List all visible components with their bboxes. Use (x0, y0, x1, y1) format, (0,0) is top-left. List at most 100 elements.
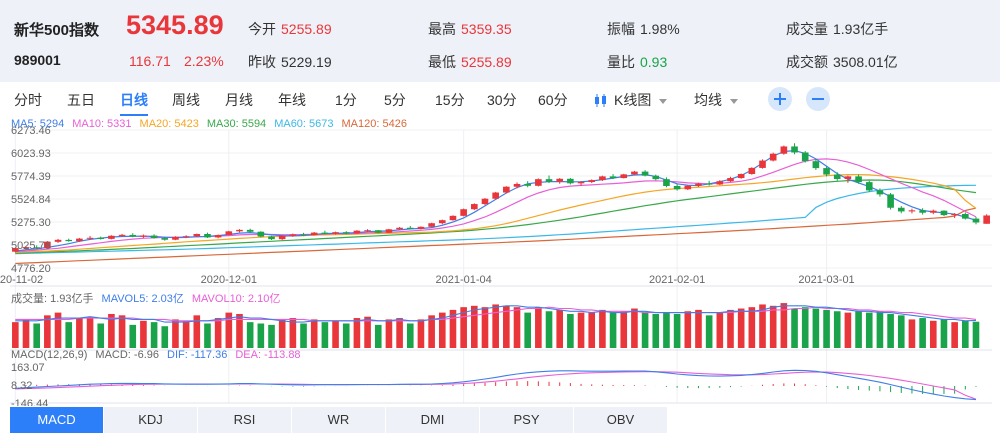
candlesticks (12, 143, 990, 253)
volume-bar (791, 308, 798, 348)
chevron-down-icon (730, 98, 738, 104)
volume-bar (417, 319, 425, 348)
candle-up (364, 230, 371, 232)
macd-dif-line (15, 369, 977, 401)
candle-up (332, 232, 339, 234)
candle-up (535, 179, 542, 186)
candle-up (225, 231, 233, 236)
candle-down (812, 161, 820, 169)
volume-bar (492, 304, 499, 348)
candle-up (684, 185, 692, 190)
tab-yearly[interactable]: 年线 (278, 92, 306, 108)
price-change-percent: 2.23% (184, 53, 224, 69)
candle-down (97, 237, 105, 239)
candle-up (438, 220, 446, 224)
stat-label: 量比 (607, 54, 635, 70)
ma-type-dropdown[interactable]: 均线 (694, 90, 738, 110)
candle-down (663, 179, 670, 186)
tab-obv[interactable]: OBV (574, 407, 667, 433)
candle-up (983, 215, 990, 224)
tab-rsi[interactable]: RSI (198, 407, 291, 433)
minus-icon (812, 98, 824, 100)
volume-bar (118, 315, 126, 348)
tab-dmi[interactable]: DMI (386, 407, 479, 433)
candle-down (641, 171, 649, 176)
stat-label: 振幅 (607, 21, 635, 37)
candle-down (161, 238, 169, 240)
candle-up (737, 174, 745, 179)
kline-type-dropdown[interactable]: K线图 (594, 90, 668, 110)
ma60-line (15, 184, 977, 255)
macd-axis: 163.07 8.32 -146.44 (11, 362, 48, 406)
candle-up (951, 214, 958, 216)
candle-up (396, 227, 403, 230)
ma20-line (15, 173, 977, 253)
candle-up (108, 235, 115, 239)
date-tick-label: 2021-02-01 (649, 274, 705, 286)
tab-five-day[interactable]: 五日 (67, 92, 95, 108)
candle-up (353, 230, 361, 234)
volume-bar (812, 308, 820, 348)
tab-daily[interactable]: 日线 (120, 92, 148, 116)
candle-down (705, 183, 713, 185)
mavol5-line (15, 305, 977, 323)
legend-entry: MA30: 5594 (206, 118, 267, 130)
price-tick-label: 6023.93 (11, 148, 51, 160)
tab-macd[interactable]: MACD (10, 407, 103, 433)
volume-bar (481, 307, 489, 348)
tab-kdj[interactable]: KDJ (104, 407, 197, 433)
macd-histogram (14, 381, 977, 395)
stat-value: 5255.89 (461, 54, 512, 70)
tab-60min[interactable]: 60分 (538, 92, 568, 108)
candle-up (22, 247, 30, 249)
candle-down (268, 236, 275, 240)
volume-bar (951, 322, 958, 348)
tab-30min[interactable]: 30分 (487, 92, 517, 108)
volume-bar (641, 312, 649, 348)
candle-up (140, 235, 147, 237)
candle-up (54, 239, 62, 242)
candle-up (481, 198, 489, 205)
chart-grid (10, 129, 992, 404)
candle-down (524, 183, 531, 186)
stat-value: 1.98% (640, 21, 680, 37)
volume-bar (257, 323, 265, 348)
stat-amplitude: 振幅 1.98% (607, 19, 680, 39)
last-price: 5345.89 (126, 10, 224, 40)
volume-bar (140, 320, 147, 348)
volume-bar (876, 311, 884, 348)
tab-psy[interactable]: PSY (480, 407, 573, 433)
tab-15min[interactable]: 15分 (435, 92, 465, 108)
stat-turnover: 成交额 3508.01亿 (786, 52, 898, 72)
zoom-out-button[interactable] (806, 87, 830, 111)
volume-bar (833, 311, 841, 348)
volume-bar (161, 326, 169, 348)
candle-up (12, 248, 19, 252)
candle-up (428, 223, 435, 227)
candle-down (887, 194, 894, 208)
date-axis: 2020-11-02 2020-12-01 2021-01-04 2021-02-01… (0, 274, 855, 286)
kline-chart[interactable]: 6273.46 6023.93 5774.39 5524.84 5275.30 5025.… (0, 116, 1000, 406)
volume-bar (599, 309, 606, 348)
volume-bar (406, 323, 414, 348)
volume-bar (289, 318, 297, 348)
zoom-in-button[interactable] (768, 87, 792, 111)
chevron-down-icon (659, 98, 668, 104)
tab-wr[interactable]: WR (292, 407, 385, 433)
stat-high: 最高 5359.35 (428, 19, 512, 39)
tab-monthly[interactable]: 月线 (225, 92, 253, 108)
volume-bar (887, 313, 894, 348)
tab-1min[interactable]: 1分 (335, 92, 357, 108)
volume-bar (22, 319, 30, 348)
volume-bar (673, 313, 681, 348)
tab-5min[interactable]: 5分 (384, 92, 406, 108)
candle-up (460, 209, 467, 216)
volume-bar (204, 323, 211, 348)
price-tick-label: 6273.46 (11, 125, 51, 137)
tab-weekly[interactable]: 周线 (172, 92, 200, 108)
legend-entry: DIF: -117.36 (167, 349, 228, 361)
candle-down (65, 239, 73, 242)
candle-down (204, 234, 211, 238)
candle-down (876, 190, 884, 195)
tab-intraday[interactable]: 分时 (14, 92, 42, 108)
